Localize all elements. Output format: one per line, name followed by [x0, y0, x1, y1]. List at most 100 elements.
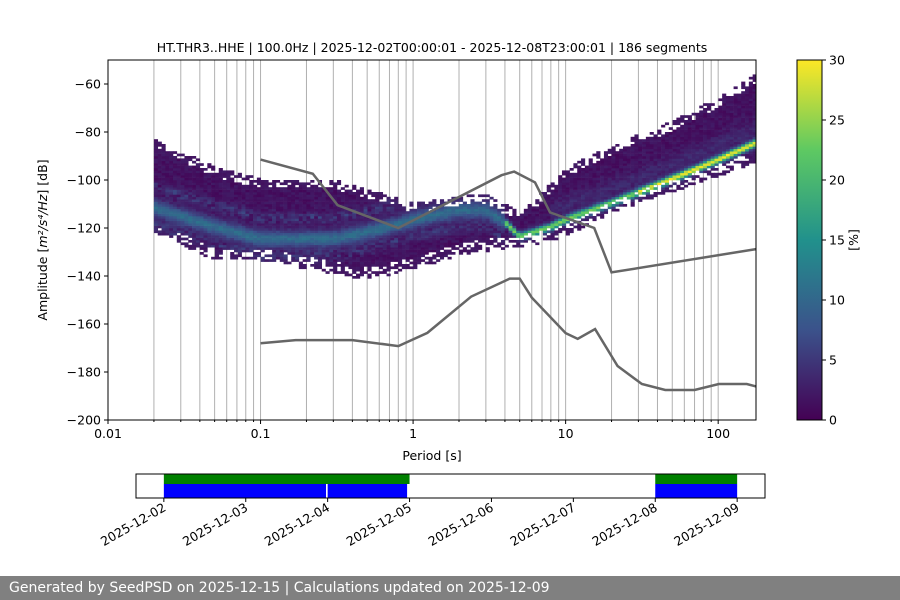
density-cell: [359, 232, 364, 236]
density-cell: [733, 86, 738, 90]
density-cell: [737, 129, 742, 133]
density-cell: [268, 230, 273, 234]
density-cell: [161, 225, 166, 229]
density-cell: [737, 108, 742, 111]
density-cell: [348, 249, 353, 253]
density-cell: [352, 256, 357, 260]
density-cell: [588, 206, 593, 210]
density-cell: [539, 208, 544, 212]
density-cell: [394, 271, 399, 274]
density-cell: [684, 172, 689, 176]
density-cell: [611, 199, 616, 202]
density-cell: [577, 199, 582, 202]
density-cell: [752, 122, 757, 126]
density-cell: [199, 237, 204, 241]
density-cell: [684, 163, 689, 166]
density-cell: [218, 204, 223, 207]
density-cell: [706, 139, 712, 142]
density-cell: [687, 158, 692, 162]
density-cell: [459, 223, 464, 226]
density-cell: [676, 177, 681, 181]
density-cell: [535, 228, 540, 231]
density-cell: [668, 132, 673, 135]
density-cell: [584, 216, 589, 219]
density-cell: [592, 163, 597, 166]
density-cell: [546, 204, 551, 207]
density-cell: [699, 129, 704, 133]
density-cell: [195, 242, 200, 246]
density-cell: [638, 139, 643, 142]
density-cell: [645, 165, 650, 169]
density-cell: [260, 192, 265, 195]
density-cell: [172, 177, 178, 181]
density-cell: [634, 163, 639, 166]
density-cell: [275, 199, 281, 202]
density-cell: [237, 232, 242, 236]
density-cell: [512, 244, 517, 248]
density-cell: [630, 177, 635, 181]
density-cell: [706, 103, 712, 106]
density-cell: [340, 218, 345, 222]
density-cell: [653, 146, 658, 150]
density-cell: [222, 206, 227, 210]
density-cell: [741, 129, 746, 133]
density-cell: [253, 211, 258, 214]
density-cell: [741, 163, 746, 166]
density-cell: [165, 177, 170, 181]
density-cell: [401, 264, 406, 267]
density-cell: [317, 266, 323, 270]
density-cell: [386, 199, 391, 202]
density-cell: [218, 206, 223, 210]
density-cell: [600, 165, 605, 169]
density-cell: [310, 230, 315, 234]
density-cell: [725, 153, 731, 157]
density-cell: [264, 201, 269, 205]
density-cell: [451, 235, 456, 238]
density-cell: [237, 216, 242, 219]
density-cell: [397, 213, 403, 217]
density-cell: [672, 168, 677, 171]
density-cell: [558, 199, 563, 202]
density-cell: [436, 211, 441, 214]
density-cell: [447, 223, 452, 226]
density-cell: [260, 247, 265, 250]
density-cell: [634, 146, 639, 150]
density-cell: [214, 211, 220, 214]
density-cell: [356, 240, 361, 243]
density-cell: [382, 225, 387, 229]
density-cell: [249, 237, 254, 241]
density-cell: [302, 266, 307, 270]
density-cell: [172, 165, 178, 169]
density-cell: [291, 196, 296, 200]
density-cell: [207, 228, 212, 231]
density-cell: [157, 151, 162, 154]
density-cell: [260, 240, 265, 243]
density-cell: [222, 196, 227, 200]
density-cell: [645, 172, 650, 176]
density-cell: [588, 160, 593, 164]
density-cell: [417, 201, 422, 205]
density-cell: [622, 182, 628, 186]
density-cell: [687, 117, 692, 121]
density-cell: [169, 223, 174, 226]
density-cell: [478, 240, 483, 243]
density-cell: [531, 206, 536, 210]
density-cell: [676, 122, 681, 126]
density-cell: [218, 232, 223, 236]
density-cell: [630, 204, 635, 207]
density-cell: [619, 187, 624, 190]
density-cell: [569, 223, 574, 226]
density-cell: [680, 117, 685, 121]
density-cell: [638, 192, 643, 195]
density-cell: [195, 230, 200, 234]
density-cell: [172, 225, 178, 229]
density-cell: [725, 120, 731, 123]
density-cell: [443, 213, 448, 217]
density-cell: [733, 141, 738, 145]
density-cell: [157, 168, 162, 171]
density-cell: [390, 244, 395, 248]
density-cell: [691, 163, 696, 166]
density-cell: [298, 182, 303, 186]
density-cell: [211, 192, 216, 195]
density-cell: [714, 115, 719, 118]
